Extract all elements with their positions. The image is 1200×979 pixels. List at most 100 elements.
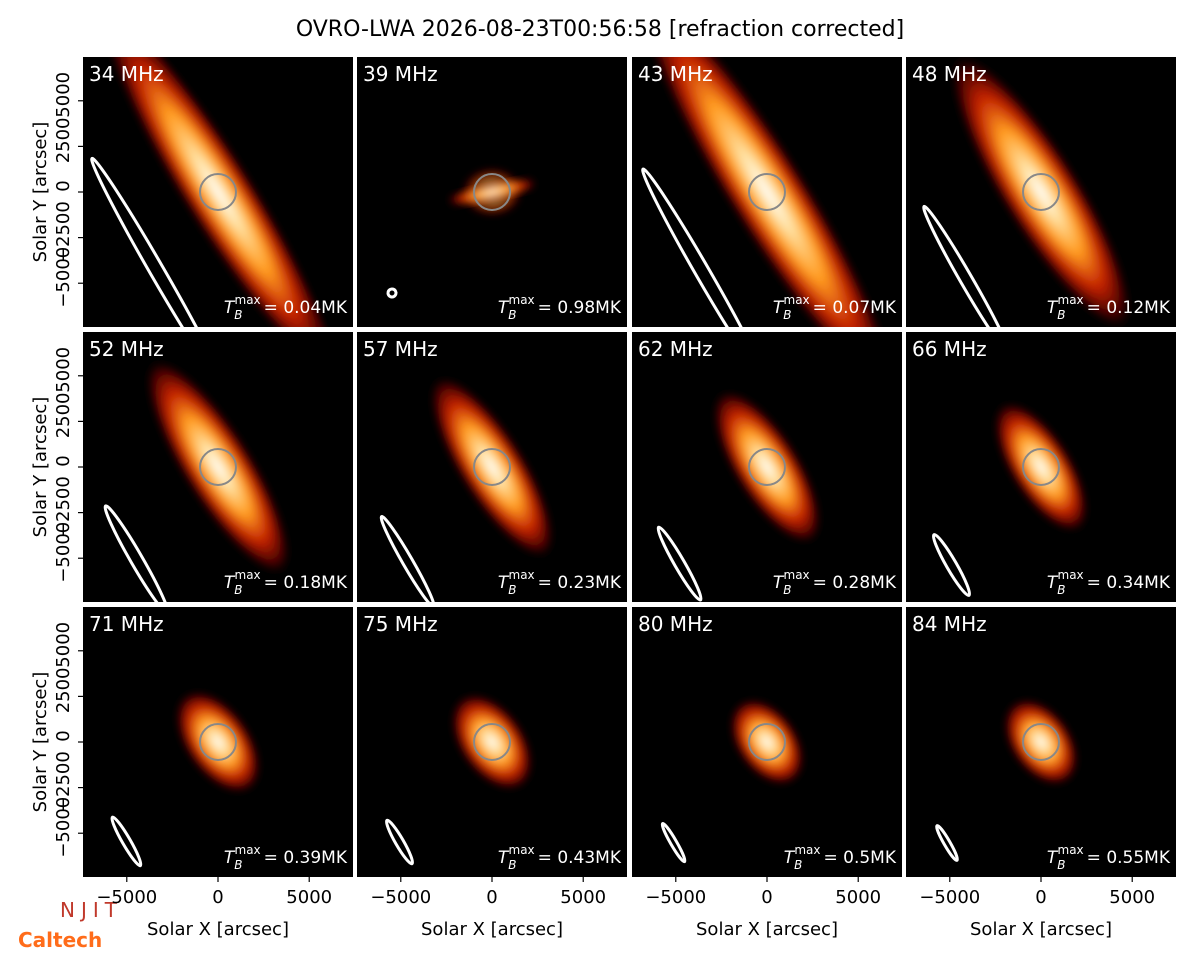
y-tick-label: −5000 [53,522,74,583]
x-tick-label: 5000 [835,887,881,908]
solar-disk [199,173,237,211]
tb-symbol: T [773,298,785,318]
tb-sub: B [1057,583,1065,597]
tb-value: = 0.12MK [1087,298,1171,318]
y-axis-label: Solar Y [arcsec] [30,672,51,813]
source [446,179,538,205]
tb-label: TBmax = 0.34MK [1047,568,1171,597]
y-tick-label: 5000 [53,72,74,118]
tb-value: = 0.34MK [1087,573,1171,593]
tb-sup: max [1058,568,1084,582]
y-tick-label: −2500 [53,751,74,812]
freq-label: 80 MHz [638,612,713,636]
solar-disk [199,723,237,761]
source [145,359,291,575]
tb-sub: B [234,858,242,872]
beam [110,815,143,868]
x-tick-label: −5000 [919,887,980,908]
title: OVRO-LWA 2026-08-23T00:56:58 [refraction… [296,17,904,42]
tb-label: TBmax = 0.04MK [224,293,348,322]
freq-label: 39 MHz [363,62,438,86]
x-axis-label: Solar X [arcsec] [696,919,838,940]
panel [906,332,1176,602]
tb-sub: B [234,308,242,322]
beam [641,167,765,327]
panel [357,332,627,602]
tb-value: = 0.98MK [538,298,622,318]
solar-disk [748,723,786,761]
x-axis-label: Solar X [arcsec] [421,919,563,940]
logo-njit: NJIT [60,898,123,922]
freq-label: 48 MHz [912,62,987,86]
tb-symbol: T [498,573,510,593]
tb-label: TBmax = 0.18MK [224,568,348,597]
tb-sup: max [784,568,810,582]
beam [386,287,398,299]
freq-label: 66 MHz [912,337,987,361]
tb-symbol: T [498,298,510,318]
tb-label: TBmax = 0.07MK [773,293,897,322]
y-tick-label: 0 [53,455,74,466]
beam [379,514,436,602]
x-tick-label: 0 [1035,887,1046,908]
tb-label: TBmax = 0.28MK [773,568,897,597]
tb-label: TBmax = 0.12MK [1047,293,1171,322]
tb-sup: max [794,843,820,857]
panel [83,607,353,877]
x-tick-label: −5000 [96,887,157,908]
tb-value: = 0.18MK [264,573,348,593]
source [1004,699,1078,785]
tb-symbol: T [224,298,236,318]
source [430,376,554,558]
beam [660,821,687,864]
logo-caltech: Caltech [18,928,102,952]
source [640,57,894,327]
freq-label: 75 MHz [363,612,438,636]
freq-label: 57 MHz [363,337,438,361]
freq-label: 52 MHz [89,337,164,361]
source [730,699,804,785]
solar-disk [1022,448,1060,486]
y-tick-label: 5000 [53,347,74,393]
source [103,57,333,327]
panel [632,607,902,877]
panel [632,332,902,602]
tb-label: TBmax = 0.39MK [224,843,348,872]
tb-symbol: T [1047,573,1059,593]
solar-disk [473,448,511,486]
freq-label: 71 MHz [89,612,164,636]
tb-value: = 0.28MK [813,573,897,593]
tb-sup: max [235,843,261,857]
y-tick-label: 0 [53,180,74,191]
panel [83,332,353,602]
tb-label: TBmax = 0.98MK [498,293,622,322]
y-tick-label: 5000 [53,622,74,668]
beam [385,818,414,866]
solar-disk [748,448,786,486]
x-tick-label: 0 [486,887,497,908]
y-tick-label: −5000 [53,247,74,308]
solar-disk [473,723,511,761]
tb-value: = 0.39MK [264,848,348,868]
y-tick-label: 2500 [53,667,74,713]
source [994,402,1088,532]
panel [357,607,627,877]
y-tick-label: 0 [53,730,74,741]
tb-value: = 0.23MK [538,573,622,593]
tb-sup: max [509,568,535,582]
tb-sub: B [794,858,802,872]
source [713,390,821,544]
tb-sub: B [508,858,516,872]
x-tick-label: −5000 [370,887,431,908]
tb-sub: B [508,308,516,322]
tb-sup: max [1058,843,1084,857]
y-axis-label: Solar Y [arcsec] [30,397,51,538]
solar-disk [473,173,511,211]
beam [935,824,959,862]
tb-value: = 0.43MK [538,848,622,868]
y-tick-label: 2500 [53,392,74,438]
freq-label: 62 MHz [638,337,713,361]
solar-disk [748,173,786,211]
solar-disk [199,448,237,486]
